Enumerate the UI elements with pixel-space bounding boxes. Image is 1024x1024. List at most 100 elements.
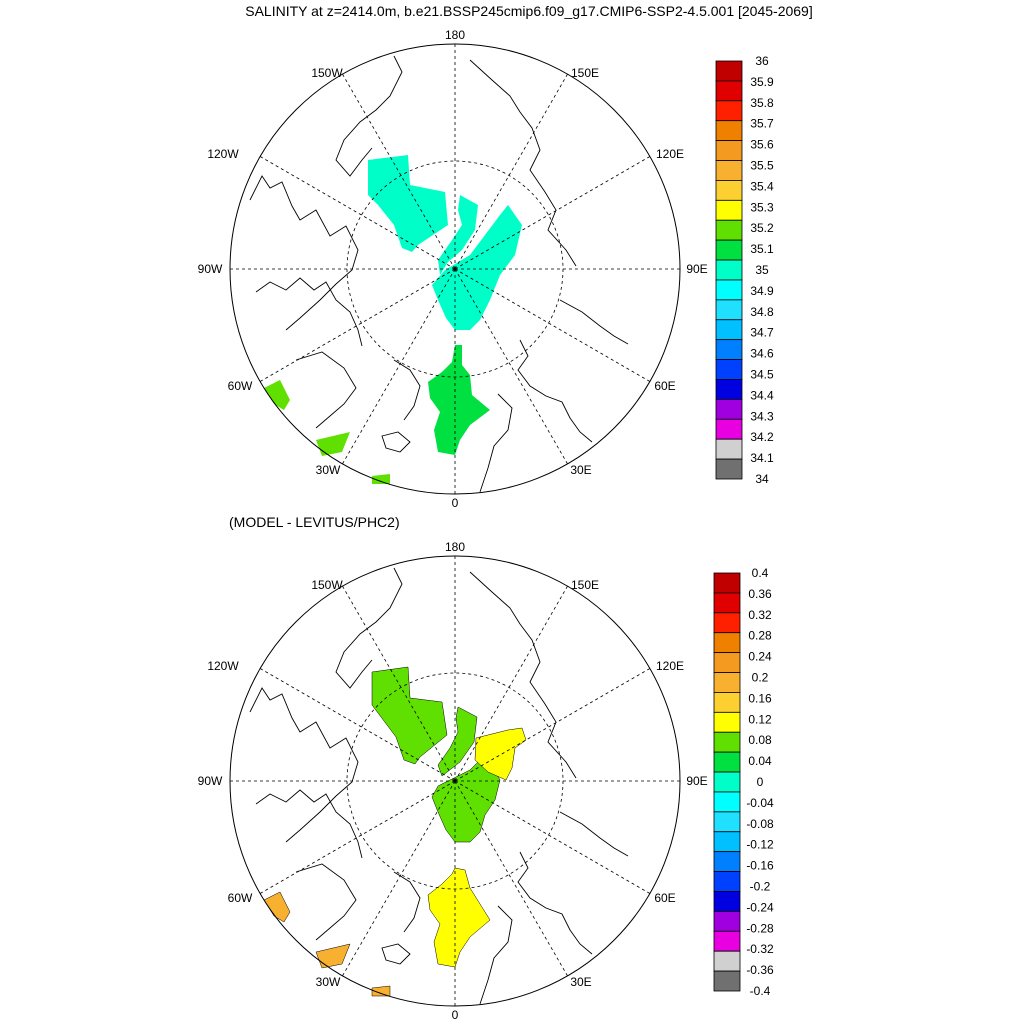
colorbar-tick-label: 0 (757, 775, 764, 789)
colorbar-swatch (713, 771, 741, 793)
colorbar-swatch (715, 219, 743, 241)
colorbar-swatch (713, 672, 741, 693)
colorbar-swatch (715, 418, 743, 440)
colorbar-tick-label: 0.2 (752, 671, 769, 685)
colorbar-swatch (715, 160, 743, 181)
meridian-line (454, 585, 568, 782)
colorbar-tick-label: 34 (755, 472, 769, 486)
meridian-line (259, 668, 456, 782)
green-region-fram (428, 345, 490, 455)
colorbar-swatch (713, 592, 741, 614)
colorbar-bottom: 0.4 0.36 0.32 0.28 0.24 0.2 0.16 0.12 0.08 0.04 0 -… (713, 566, 774, 998)
coastline (255, 277, 363, 347)
coastline (393, 359, 421, 421)
colorbar-tick-label: 34.1 (750, 451, 774, 465)
colorbar-swatch (713, 572, 741, 594)
colorbar-swatch (715, 458, 743, 480)
longitude-label: 120W (207, 147, 239, 161)
coastline-layer (249, 567, 629, 1005)
colorbar-tick-label: -0.24 (746, 900, 774, 914)
longitude-label: 0 (452, 1008, 459, 1022)
colorbar-swatch (713, 612, 741, 634)
colorbar-swatch (715, 319, 743, 341)
colorbar-tick-label: 35.2 (750, 221, 774, 235)
colorbar-swatch (715, 120, 743, 142)
coastline (249, 175, 359, 331)
colorbar-tick-label: -0.16 (746, 859, 774, 873)
colorbar-tick-label: 34.8 (750, 305, 774, 319)
meridian-line (454, 268, 568, 465)
meridian-line (454, 780, 651, 894)
colorbar-swatch (715, 60, 743, 82)
colorbar-tick-label: 0.36 (748, 587, 772, 601)
colorbar-swatch (713, 891, 741, 912)
coastline (559, 811, 629, 857)
colorbar-tick-label: 0.28 (748, 629, 772, 643)
longitude-label: 30E (570, 975, 591, 989)
meridian-line (342, 780, 456, 977)
colorbar-tick-label: 34.4 (750, 388, 774, 402)
colorbar-swatch (713, 831, 741, 853)
teal-region-central (432, 195, 522, 330)
colorbar-swatch (713, 930, 741, 952)
colorbar-swatch (715, 299, 743, 321)
colorbar-tick-label: -0.28 (746, 921, 774, 935)
map-boundary (229, 555, 681, 1007)
colorbar-tick-label: 35.8 (750, 96, 774, 110)
longitude-label: 90E (686, 262, 707, 276)
colorbar-tick-label: 35.5 (750, 159, 774, 173)
longitude-label: 30E (570, 463, 591, 477)
longitude-label: 90W (198, 774, 223, 788)
longitude-label: 150E (571, 578, 599, 592)
colorbar-tick-label: 34.6 (750, 347, 774, 361)
coastline (335, 567, 403, 689)
longitude-label: 60W (228, 379, 253, 393)
colorbar-swatch (713, 791, 741, 813)
colorbar-swatch (715, 140, 743, 161)
difference-panel-heading: (MODEL - LEVITUS/PHC2) (229, 514, 400, 530)
longitude-label: 30W (316, 463, 341, 477)
longitude-label: 90E (686, 774, 707, 788)
colorbar-swatch (715, 339, 743, 360)
colorbar-top: 36 35.9 35.8 35.7 35.6 35.5 35.4 35.3 35.2 35.1 35… (715, 54, 774, 486)
meridian-line (454, 668, 651, 782)
coastline (381, 943, 411, 965)
colorbar-tick-label: 0.16 (748, 691, 772, 705)
coastline (295, 351, 357, 429)
meridian-line (454, 268, 651, 382)
longitude-label: 120W (207, 659, 239, 673)
meridian-line (454, 780, 568, 977)
coastline-layer (249, 55, 629, 493)
meridian-line (259, 268, 456, 382)
meridian-line (454, 73, 568, 270)
colorbar-swatch (713, 950, 741, 972)
colorbar-tick-label: 35.3 (750, 200, 774, 214)
light-green-region-atlantic (264, 380, 390, 484)
colorbar-tick-label: -0.2 (750, 880, 771, 894)
colorbar-swatch (713, 632, 741, 654)
longitude-label: 150W (311, 66, 343, 80)
colorbar-swatch (713, 692, 741, 713)
coastline (517, 339, 593, 443)
colorbar-tick-label: 34.2 (750, 430, 774, 444)
colorbar-tick-label: -0.04 (746, 796, 774, 810)
colorbar-tick-label: 35.1 (750, 242, 774, 256)
coastline (295, 863, 357, 941)
polar-map-bottom: 180 150E 120E 90E 60E 30E 0 30W 60W 90W 120W 150W 0.… (198, 540, 774, 1022)
colorbar-swatch (713, 731, 741, 753)
meridian-line (342, 268, 456, 465)
colorbar-tick-label: 36 (755, 54, 769, 68)
colorbar-swatch (715, 100, 743, 122)
colorbar-tick-label: 35.4 (750, 179, 774, 193)
green-diff-pacific (371, 666, 448, 765)
colorbar-swatch (715, 239, 743, 261)
colorbar-tick-label: -0.36 (746, 963, 774, 977)
colorbar-tick-label: 34.5 (750, 368, 774, 382)
coastline (249, 687, 359, 843)
colorbar-swatch (715, 80, 743, 102)
longitude-label: 150E (571, 66, 599, 80)
page-title: SALINITY at z=2414.0m, b.e21.BSSP245cmip… (245, 3, 813, 19)
longitude-label: 180 (445, 540, 465, 554)
colorbar-swatch (713, 851, 741, 872)
map-boundary (229, 43, 681, 495)
